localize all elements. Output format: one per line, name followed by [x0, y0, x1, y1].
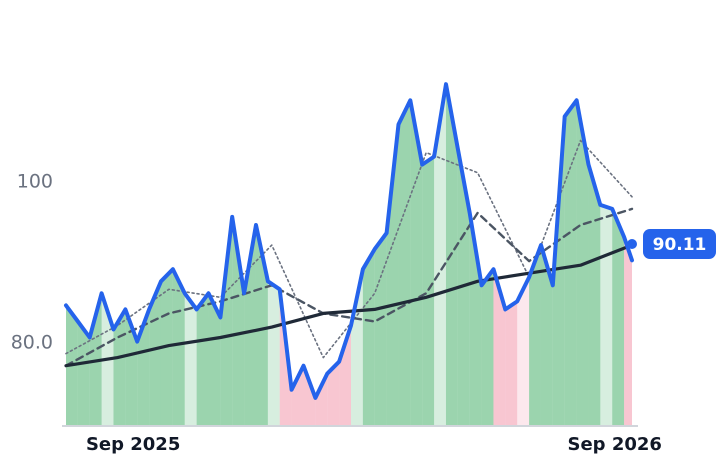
- long-ma-line: [64, 243, 634, 368]
- area-fills: [66, 84, 632, 427]
- area-segment: [481, 269, 494, 426]
- area-segment: [552, 116, 565, 426]
- series-lines: [64, 82, 634, 400]
- area-segment: [303, 365, 316, 426]
- area-segment: [434, 84, 446, 427]
- area-segment: [350, 269, 363, 426]
- area-segment: [362, 249, 375, 426]
- area-segment: [244, 224, 256, 426]
- area-segment: [517, 277, 530, 426]
- x-tick-label: Sep 2025: [86, 434, 180, 455]
- x-tick-label: Sep 2026: [568, 434, 662, 455]
- area-segment: [374, 233, 387, 426]
- area-segment: [612, 208, 625, 426]
- area-segment: [172, 269, 185, 426]
- area-segment: [220, 216, 233, 426]
- area-segment: [505, 301, 518, 426]
- y-axis: 80.0 100: [11, 171, 53, 354]
- last-value-badge: [643, 229, 716, 259]
- area-segment: [315, 373, 328, 426]
- area-segment: [184, 293, 197, 426]
- x-axis: Sep 2025 Sep 2026: [86, 434, 662, 455]
- area-segment: [410, 100, 423, 426]
- price-line: [64, 82, 634, 400]
- last-value-label: 90.11: [653, 235, 707, 255]
- last-value-dot: [627, 239, 637, 249]
- area-segment: [600, 204, 613, 426]
- last-value-marker: 90.11: [627, 229, 716, 259]
- area-segment: [77, 321, 90, 426]
- area-segment: [291, 365, 304, 426]
- area-segment: [398, 100, 411, 426]
- y-tick-label: 100: [17, 171, 53, 193]
- area-segment: [564, 100, 577, 426]
- area-segment: [422, 156, 435, 426]
- area-segment: [540, 245, 553, 426]
- area-segment: [588, 164, 601, 427]
- area-segment: [386, 124, 399, 426]
- area-segment: [457, 148, 470, 426]
- area-segment: [624, 237, 632, 426]
- area-segment: [493, 269, 506, 426]
- area-segment: [267, 281, 280, 426]
- y-tick-label: 80.0: [11, 332, 53, 354]
- area-segment: [327, 361, 340, 426]
- area-segment: [196, 293, 209, 426]
- area-segment: [149, 281, 161, 426]
- area-segment: [469, 212, 482, 426]
- area-segment: [113, 309, 126, 426]
- area-segment: [529, 245, 541, 426]
- area-segment: [208, 293, 221, 426]
- area-segment: [339, 325, 351, 426]
- area-segment: [232, 216, 245, 426]
